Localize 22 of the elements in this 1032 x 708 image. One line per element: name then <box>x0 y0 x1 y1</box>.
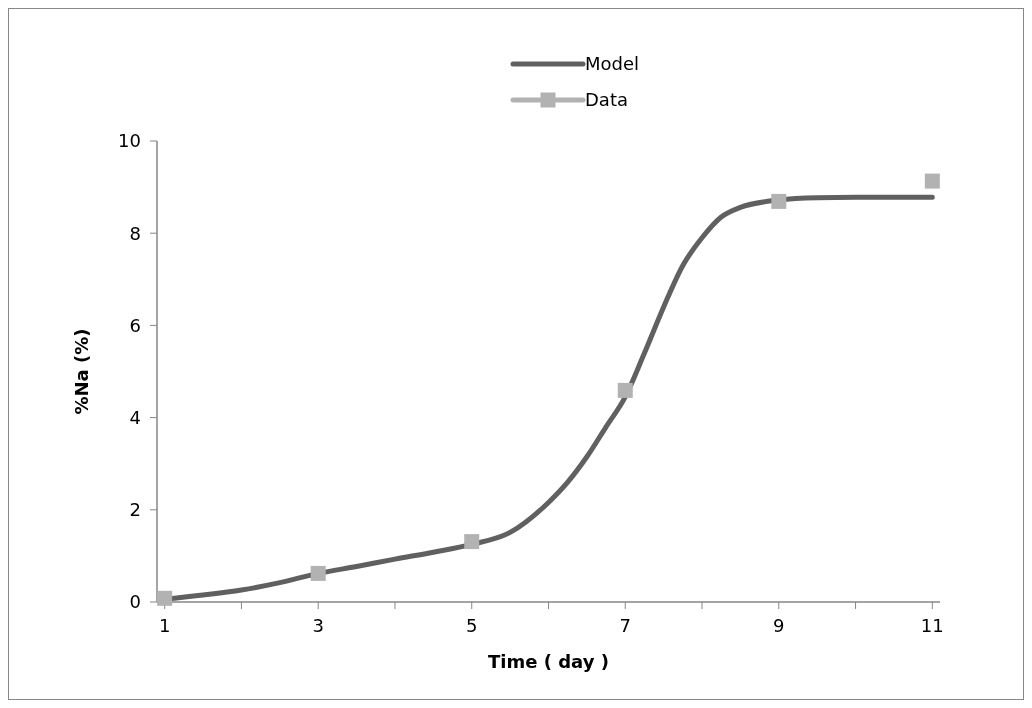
point <box>310 565 326 581</box>
y-tick-label: 6 <box>129 314 141 336</box>
legend-label: Data <box>585 89 628 111</box>
point <box>771 193 787 209</box>
point <box>157 590 173 606</box>
y-axis-title: %Na (%) <box>71 328 92 415</box>
point <box>617 382 633 398</box>
point <box>464 534 480 550</box>
y-tick-label: 0 <box>129 591 141 613</box>
x-axis-title: Time ( day ) <box>488 651 609 672</box>
x-tick-label: 5 <box>466 615 478 636</box>
legend-label: Model <box>585 53 640 75</box>
x-tick-label: 11 <box>920 615 944 636</box>
y-tick-label: 2 <box>129 499 141 521</box>
y-tick-label: 8 <box>129 222 141 244</box>
y-tick-label: 4 <box>129 406 141 428</box>
x-tick-label: 7 <box>619 615 631 636</box>
x-tick-label: 1 <box>158 615 171 636</box>
y-tick-label: 10 <box>118 130 141 152</box>
x-tick-label: 3 <box>312 615 324 636</box>
point <box>924 173 940 189</box>
x-tick-label: 9 <box>773 615 785 636</box>
